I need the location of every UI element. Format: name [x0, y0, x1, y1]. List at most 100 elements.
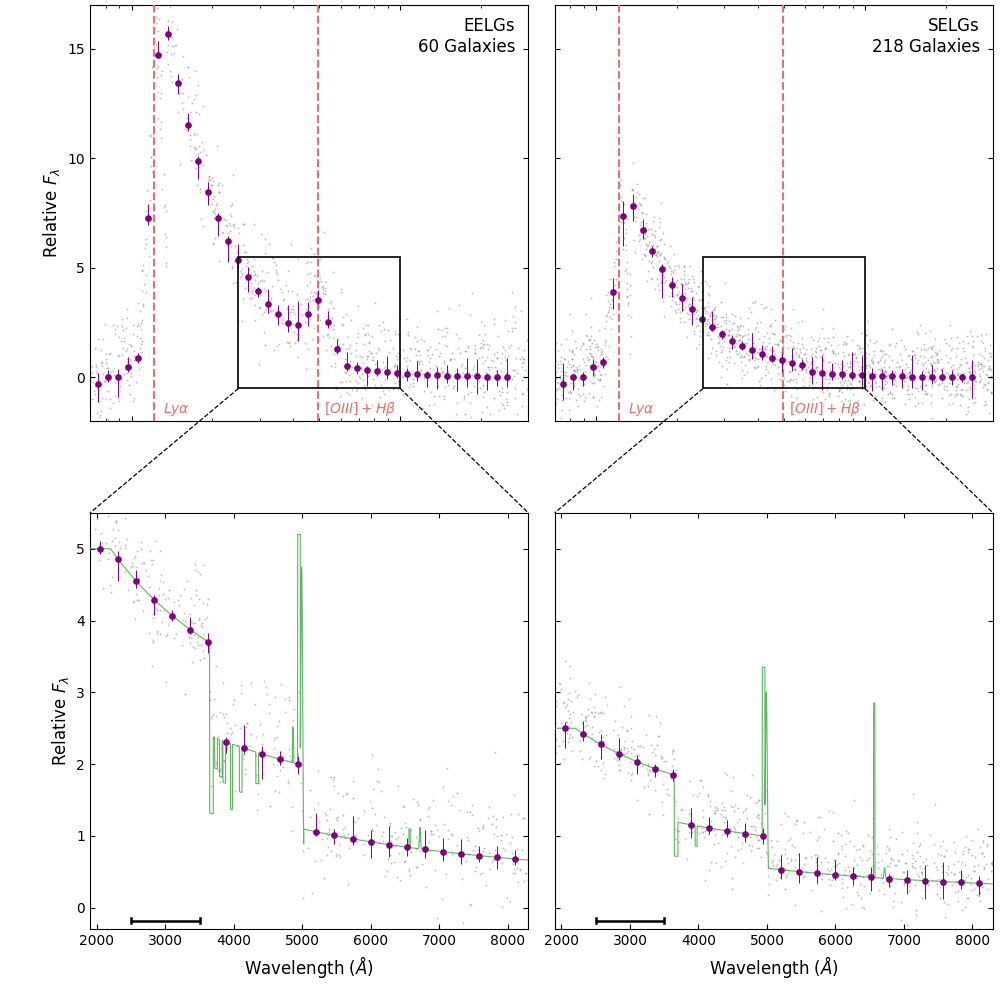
Point: [196, 557, 212, 573]
Point: [804, 346, 820, 362]
Point: [246, 280, 262, 296]
Point: [783, 853, 799, 869]
Point: [560, 691, 576, 707]
Point: [979, 368, 995, 384]
Point: [551, 675, 567, 691]
Point: [363, 345, 379, 361]
Point: [157, 226, 173, 242]
Point: [644, 271, 660, 287]
Point: [619, 289, 635, 305]
Point: [739, 787, 755, 803]
Point: [612, 763, 628, 779]
Point: [395, 368, 411, 384]
Point: [168, 78, 184, 94]
Point: [562, 306, 578, 322]
Point: [932, 369, 948, 385]
Point: [697, 315, 713, 331]
Point: [473, 335, 489, 351]
Point: [785, 334, 801, 350]
Point: [888, 378, 904, 394]
Point: [132, 318, 148, 334]
Point: [396, 350, 412, 366]
Point: [285, 316, 301, 332]
Point: [729, 815, 745, 831]
Point: [941, 396, 957, 412]
Point: [876, 380, 892, 396]
Point: [459, 805, 475, 821]
Point: [747, 293, 763, 309]
Point: [583, 357, 599, 373]
Point: [651, 218, 667, 234]
Point: [689, 302, 705, 318]
Point: [582, 749, 598, 765]
Point: [266, 342, 282, 358]
Point: [132, 330, 148, 346]
Point: [421, 397, 437, 413]
Point: [936, 847, 952, 863]
Point: [731, 345, 747, 361]
Point: [206, 691, 222, 707]
Point: [226, 219, 242, 235]
Point: [830, 868, 846, 884]
Point: [94, 359, 110, 375]
Point: [444, 345, 460, 361]
Point: [345, 773, 361, 789]
Point: [555, 378, 571, 394]
Point: [984, 853, 1000, 869]
Point: [941, 375, 957, 391]
Point: [725, 336, 741, 352]
Point: [332, 374, 348, 390]
Point: [247, 697, 263, 713]
Point: [707, 828, 723, 843]
Point: [160, 590, 176, 606]
Point: [883, 850, 899, 866]
Point: [595, 358, 611, 374]
Point: [735, 855, 751, 871]
Point: [755, 823, 771, 838]
Point: [621, 691, 637, 707]
Point: [193, 210, 209, 226]
Point: [821, 385, 837, 401]
Point: [203, 176, 219, 192]
Point: [241, 268, 257, 284]
Point: [820, 354, 836, 370]
Point: [731, 811, 747, 827]
Point: [510, 807, 526, 823]
Point: [626, 232, 642, 248]
Point: [825, 343, 841, 359]
Point: [835, 369, 851, 385]
Point: [274, 284, 290, 300]
Point: [838, 899, 854, 915]
Point: [425, 793, 441, 809]
Point: [412, 842, 428, 858]
Point: [946, 834, 962, 850]
Point: [382, 361, 398, 377]
Point: [164, 74, 180, 90]
Point: [734, 834, 750, 850]
Point: [325, 321, 341, 337]
Point: [901, 878, 917, 894]
Point: [653, 195, 669, 211]
Point: [851, 362, 867, 378]
Point: [915, 853, 931, 869]
Point: [448, 326, 464, 342]
Point: [313, 852, 329, 868]
Point: [199, 609, 215, 625]
Point: [817, 849, 833, 865]
Point: [444, 846, 460, 862]
Point: [749, 840, 765, 856]
Point: [856, 362, 872, 378]
Point: [802, 356, 818, 372]
Point: [242, 290, 258, 306]
Point: [762, 318, 778, 334]
Point: [615, 746, 631, 762]
Point: [668, 304, 684, 320]
Point: [489, 344, 505, 360]
Point: [256, 273, 272, 289]
Point: [812, 810, 828, 826]
Point: [651, 252, 667, 268]
Point: [104, 533, 120, 549]
Point: [649, 271, 665, 287]
Point: [321, 821, 337, 836]
Point: [472, 866, 488, 882]
